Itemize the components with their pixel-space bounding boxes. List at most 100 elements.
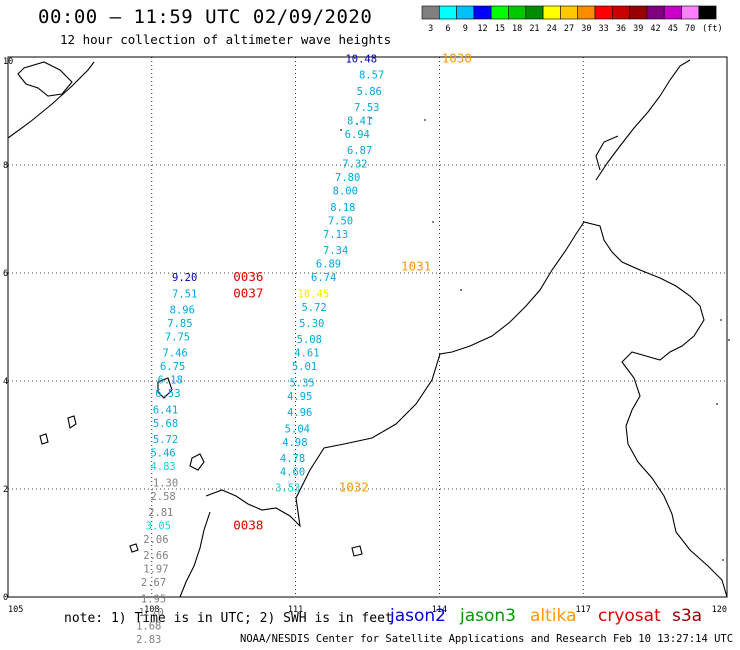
wave-height-label: 6.94 [345,129,370,141]
satellite-label-jason2: jason2 [390,606,446,626]
map-frame [7,56,728,598]
wave-height-label: 6.89 [316,259,341,271]
legend-swatch [594,5,613,20]
legend-swatch [542,5,561,20]
legend-swatch [456,5,475,20]
wave-height-label: 2.83 [136,634,161,646]
color-legend: 3 6 9 12 15 18 21 24 27 30 33 36 39 42 45 70 (ft) [421,5,723,34]
legend-label: 15 [495,24,505,34]
wave-height-label: 4.96 [287,407,312,419]
y-tick-label: 8 [3,161,8,171]
wave-height-label: 7.32 [342,159,367,171]
legend-label: 42 [650,24,660,34]
wave-height-label: 5.86 [357,86,382,98]
satellite-label-s3a: s3a [672,606,703,626]
wave-height-label: 2.66 [143,550,168,562]
wave-height-label: 8.18 [330,202,355,214]
pass-time-label: 0036 [233,269,263,284]
wave-height-label: 7.85 [167,318,192,330]
wave-height-label: 5.72 [153,434,178,446]
legend-label: 70 [685,24,695,34]
y-tick-label: 6 [3,269,8,279]
x-tick-label: 114 [432,605,447,615]
wave-height-label: 1.97 [143,564,168,576]
y-tick-label: 4 [3,377,8,387]
legend-swatch [698,5,717,20]
legend-label: 12 [477,24,487,34]
wave-height-label: 2.81 [148,507,173,519]
legend-label: 24 [547,24,557,34]
wave-height-label: 3.53 [275,483,300,495]
x-tick-label: 120 [712,605,727,615]
page-subtitle: 12 hour collection of altimeter wave hei… [60,32,392,47]
wave-height-label: 5.01 [292,361,317,373]
legend-label: 30 [581,24,591,34]
wave-height-label: 9.20 [172,272,197,284]
satellite-label-cryosat: cryosat [598,606,661,626]
legend-label: 27 [564,24,574,34]
legend-label: 9 [463,24,468,34]
wave-height-label: 8.41 [347,116,372,128]
wave-height-label: 7.51 [172,288,197,300]
wave-height-label: 7.80 [335,172,360,184]
legend-swatch [611,5,630,20]
wave-height-label: 7.46 [162,348,187,360]
legend-swatch [490,5,509,20]
coastline-palawan [595,59,691,181]
wave-height-label: 7.53 [354,102,379,114]
wave-height-label: 10.45 [298,288,330,300]
axis-labels: 105 108 111 114 117 120 0 2 4 6 8 10 [3,57,727,615]
legend-label: 45 [668,24,678,34]
legend-swatch [525,5,544,20]
legend-unit: (ft) [702,24,722,34]
wave-height-label: 7.50 [328,215,353,227]
x-tick-label: 117 [576,605,591,615]
pass-time-label: 1030 [442,50,472,65]
wave-height-label: 8.57 [359,70,384,82]
wave-height-label: 4.98 [282,437,307,449]
wave-height-label: 5.08 [297,334,322,346]
pass-time-label: 1032 [339,480,369,495]
coastline [7,59,730,598]
wave-height-label: 7.13 [323,229,348,241]
wave-height-label: 1.95 [141,593,166,605]
legend-swatch [421,5,440,20]
y-tick-label: 0 [3,593,8,603]
wave-height-label: 5.04 [285,423,310,435]
wave-height-label: 6.18 [158,375,183,387]
page-title: 00:00 – 11:59 UTC 02/09/2020 [38,6,373,28]
legend-swatch [473,5,492,20]
wave-height-label: 4.61 [294,348,319,360]
y-tick-label: 2 [3,485,8,495]
wave-height-label: 5.46 [150,448,175,460]
coastline-vietnam [7,61,95,139]
legend-swatch [438,5,457,20]
x-tick-label: 108 [144,605,159,615]
wave-height-label: 1.70 [138,607,163,619]
wave-height-label: 8.96 [170,305,195,317]
wave-height-label: 4.78 [280,453,305,465]
legend-swatch [646,5,665,20]
wave-height-label: 10.48 [345,53,377,65]
island-natuna [39,377,363,557]
legend-swatch [560,5,579,20]
wave-height-label: 6.87 [347,145,372,157]
wave-height-label: 1.30 [153,477,178,489]
wave-height-label: 2.67 [141,577,166,589]
reef-dots [340,117,730,561]
legend-label: 39 [633,24,643,34]
wave-height-label: 6.75 [160,361,185,373]
wave-height-label: 4.95 [287,391,312,403]
satellite-label-jason3: jason3 [460,606,516,626]
coastline-riau [179,511,211,598]
pass-time-label: 0037 [233,285,263,300]
wave-height-label: 7.34 [323,245,348,257]
wave-height-label: 3.05 [146,521,171,533]
legend-label: 3 [428,24,433,34]
wave-height-label: 6.53 [155,388,180,400]
wave-height-label: 4.83 [150,461,175,473]
y-tick-label: 10 [3,57,13,67]
wave-height-values: 10.48 8.57 5.86 7.53 8.416.94 6.87 7.327.80 8.0… [136,53,384,646]
